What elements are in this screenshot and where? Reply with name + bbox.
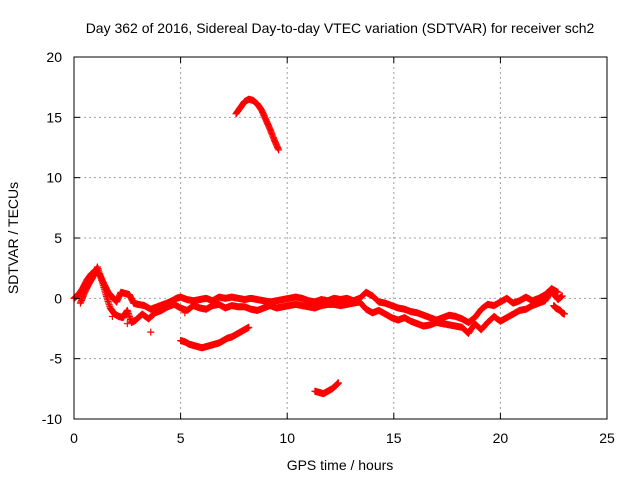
point-outliers [123, 320, 131, 328]
x-tick-label: 25 [599, 430, 615, 446]
x-tick-label: 15 [386, 430, 402, 446]
point-outliers [108, 312, 116, 320]
x-tick-label: 0 [70, 430, 78, 446]
point-tail-segment [560, 310, 568, 318]
x-ticks: 0 5 10 15 20 25 [70, 57, 615, 446]
y-ticks: -10 -5 0 5 10 15 20 [42, 49, 607, 427]
point-main-band-lower [558, 292, 566, 300]
y-tick-label: -10 [42, 411, 62, 427]
y-tick-label: 20 [46, 49, 62, 65]
x-tick-label: 20 [493, 430, 509, 446]
y-tick-label: -5 [50, 351, 63, 367]
x-tick-label: 10 [279, 430, 295, 446]
chart-title: Day 362 of 2016, Sidereal Day-to-day VTE… [86, 20, 595, 36]
y-axis-label: SDTVAR / TECUs [5, 182, 21, 294]
point-outliers [181, 309, 189, 317]
y-tick-label: 5 [54, 230, 62, 246]
point-arc-bottom [334, 379, 342, 387]
point-arc-high [275, 146, 283, 154]
y-tick-label: 10 [46, 170, 62, 186]
point-outliers [147, 328, 155, 336]
data-points [70, 95, 568, 398]
y-tick-label: 0 [54, 290, 62, 306]
x-tick-label: 5 [177, 430, 185, 446]
x-axis-label: GPS time / hours [287, 457, 394, 473]
y-tick-label: 15 [46, 109, 62, 125]
point-arc-low [245, 323, 253, 331]
